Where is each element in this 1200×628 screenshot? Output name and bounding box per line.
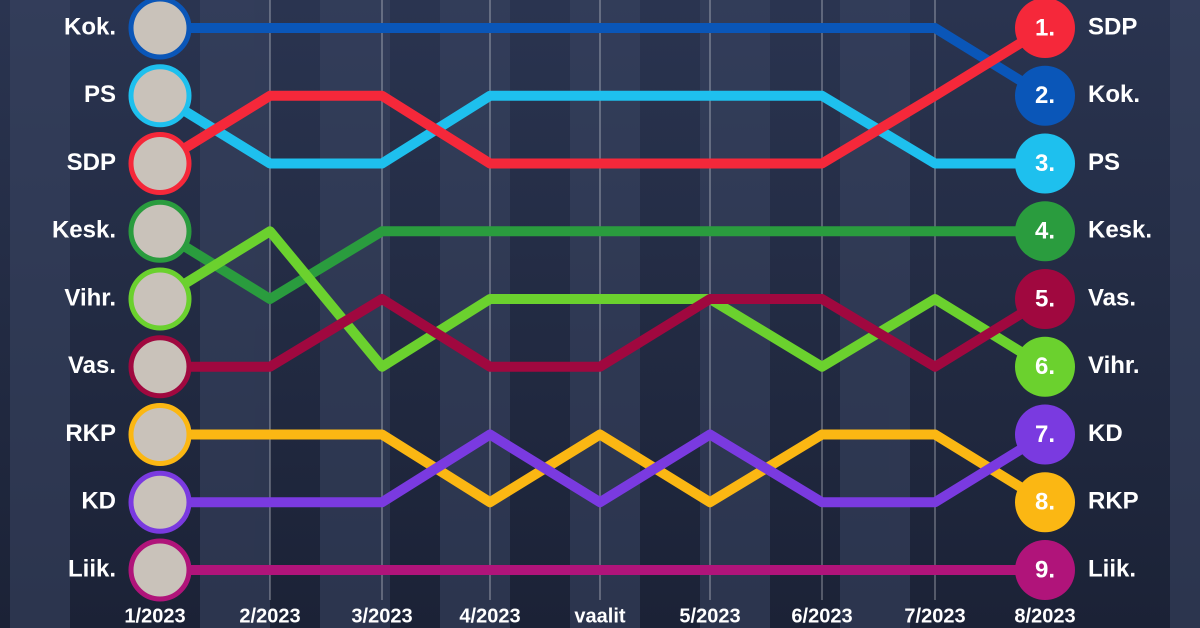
x-tick-label: 3/2023	[351, 605, 412, 627]
x-tick-label: 6/2023	[791, 605, 852, 627]
series-line	[157, 90, 1045, 169]
series-line	[160, 294, 1048, 372]
avatar	[128, 470, 192, 534]
end-label: PS	[1088, 149, 1120, 176]
rank-label: 9.	[1035, 556, 1055, 583]
rank-label: 6.	[1035, 353, 1055, 380]
x-tick-label: 7/2023	[904, 605, 965, 627]
end-label: KD	[1088, 420, 1123, 447]
end-marker	[1015, 540, 1075, 600]
series-label: Kesk.	[52, 217, 116, 244]
x-tick-label: 5/2023	[679, 605, 740, 627]
end-marker	[1015, 201, 1075, 262]
x-tick-label: 8/2023	[1014, 605, 1075, 627]
series-label: Liik.	[68, 555, 116, 582]
end-marker	[1015, 133, 1075, 194]
avatar	[128, 0, 192, 60]
end-label: Liik.	[1088, 555, 1136, 582]
avatar	[128, 538, 192, 602]
end-marker	[1015, 269, 1075, 329]
rank-label: 8.	[1035, 489, 1055, 516]
series-label: RKP	[65, 420, 116, 447]
x-tick-label: 4/2023	[459, 605, 520, 627]
x-tick-label: vaalit	[574, 605, 625, 627]
end-label: Vihr.	[1088, 352, 1140, 379]
series-label: Vihr.	[64, 284, 116, 311]
avatar	[128, 267, 192, 331]
end-label: SDP	[1088, 13, 1137, 40]
rank-label: 4.	[1035, 218, 1055, 245]
series-label: Kok.	[64, 13, 116, 40]
series-label: PS	[84, 81, 116, 108]
end-label: Kok.	[1088, 81, 1140, 108]
end-label: Kesk.	[1088, 217, 1152, 244]
rank-label: 3.	[1035, 150, 1055, 177]
series-line	[160, 23, 1048, 101]
series-line	[160, 429, 1048, 508]
avatar	[128, 335, 192, 399]
series-line	[157, 226, 1048, 372]
rank-label: 1.	[1035, 14, 1055, 41]
end-marker	[1015, 0, 1075, 58]
x-tick-label: 1/2023	[124, 605, 185, 627]
end-label: Vas.	[1088, 284, 1136, 311]
series-line	[160, 429, 1048, 508]
series-label: SDP	[67, 149, 116, 176]
rank-label: 7.	[1035, 421, 1055, 448]
avatar	[128, 403, 192, 466]
rank-label: 2.	[1035, 82, 1055, 109]
end-marker	[1015, 336, 1075, 397]
end-label: RKP	[1088, 488, 1139, 515]
series-label: Vas.	[68, 352, 116, 379]
end-marker	[1015, 472, 1075, 533]
avatar	[128, 132, 192, 195]
end-marker	[1015, 404, 1075, 465]
end-marker	[1015, 65, 1075, 126]
x-tick-label: 2/2023	[239, 605, 300, 627]
series-line	[157, 23, 1048, 169]
avatar	[128, 199, 192, 263]
series-label: KD	[81, 488, 116, 515]
avatar	[128, 64, 192, 128]
rank-label: 5.	[1035, 285, 1055, 312]
